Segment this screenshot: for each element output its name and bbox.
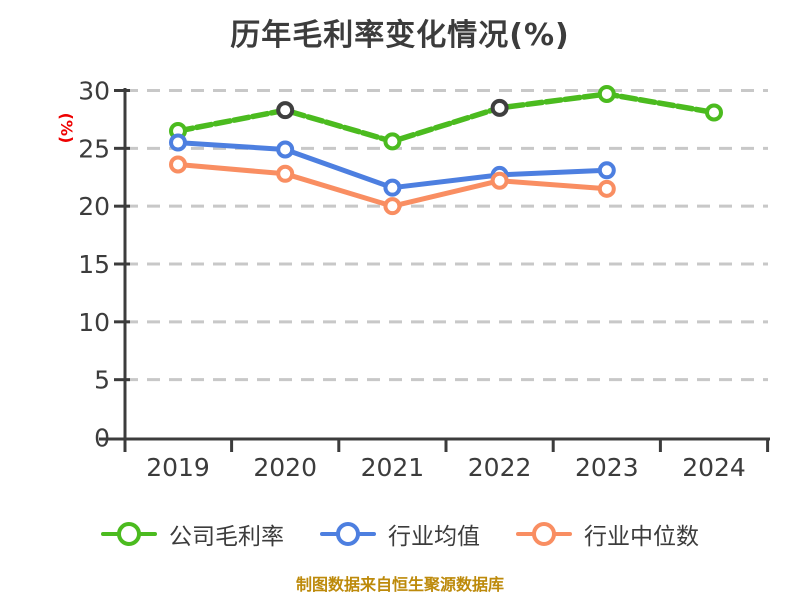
- y-tick-label: 0: [94, 424, 110, 453]
- y-tick-label: 15: [78, 250, 110, 279]
- data-point-marker-industry-average: [383, 178, 402, 197]
- data-point-marker-company-gross-margin: [490, 98, 509, 117]
- plot-area: 30 25 20 15 10 5 0 2019 2020 2021 2022 2023 2024: [78, 77, 770, 482]
- legend-label: 公司毛利率: [169, 524, 284, 550]
- x-tick-label: 2023: [575, 453, 639, 482]
- data-point-marker-industry-median: [597, 179, 616, 198]
- x-tick-label: 2022: [468, 453, 532, 482]
- data-point-marker-company-gross-margin: [276, 101, 295, 120]
- y-tick-label: 10: [78, 308, 110, 337]
- data-source-note: 制图数据来自恒生聚源数据库: [295, 575, 504, 594]
- y-tick-label: 25: [78, 134, 110, 163]
- data-point-marker-industry-median: [490, 171, 509, 190]
- legend-marker-circle-icon: [117, 522, 141, 546]
- legend-line-marker-swatch: [101, 521, 157, 547]
- data-point-marker-industry-average: [597, 161, 616, 180]
- legend-marker-circle-icon: [532, 522, 556, 546]
- y-tick-label: 20: [78, 192, 110, 221]
- data-point-marker-company-gross-margin: [705, 103, 723, 122]
- legend-item-company-gross-margin: 公司毛利率: [101, 517, 284, 551]
- x-tick-label: 2021: [361, 453, 425, 482]
- y-tick-label: 5: [94, 366, 110, 395]
- x-tick-label: 2019: [146, 453, 210, 482]
- legend: 公司毛利率 行业均值 行业中位数: [0, 517, 800, 551]
- data-point-marker-industry-median: [383, 197, 402, 216]
- legend-marker-circle-icon: [336, 522, 360, 546]
- legend-label: 行业均值: [388, 524, 480, 550]
- x-tick-label: 2020: [253, 453, 317, 482]
- data-point-marker-industry-median: [276, 164, 295, 183]
- series-line-company-gross-margin: [175, 91, 717, 145]
- legend-label: 行业中位数: [584, 524, 699, 550]
- chart-title: 历年毛利率变化情况(%): [230, 18, 570, 53]
- legend-item-industry-median: 行业中位数: [516, 517, 699, 551]
- data-point-marker-company-gross-margin: [383, 132, 402, 151]
- x-tick-label: 2024: [682, 453, 746, 482]
- legend-line-marker-swatch: [516, 521, 572, 547]
- data-point-marker-industry-average: [276, 140, 295, 159]
- data-point-marker-industry-median: [169, 155, 187, 174]
- data-point-marker-industry-average: [169, 133, 187, 152]
- legend-item-industry-average: 行业均值: [320, 517, 480, 551]
- y-tick-label: 30: [78, 77, 110, 106]
- data-point-marker-company-gross-margin: [597, 84, 616, 103]
- legend-line-marker-swatch: [320, 521, 376, 547]
